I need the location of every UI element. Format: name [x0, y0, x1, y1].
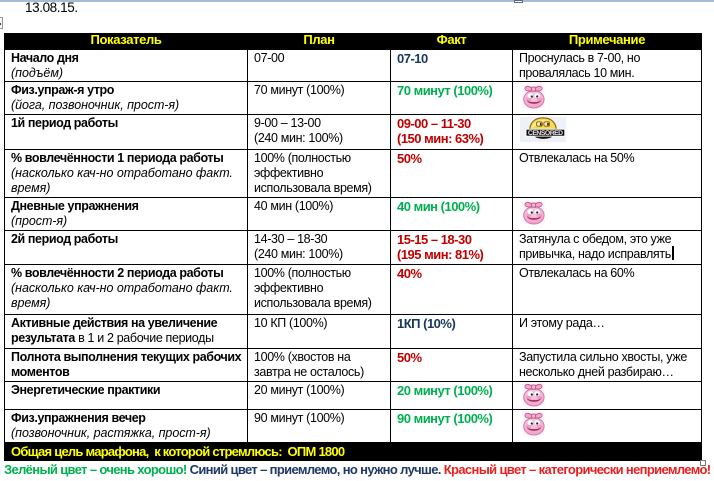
svg-text:CENSORED: CENSORED [528, 130, 563, 137]
